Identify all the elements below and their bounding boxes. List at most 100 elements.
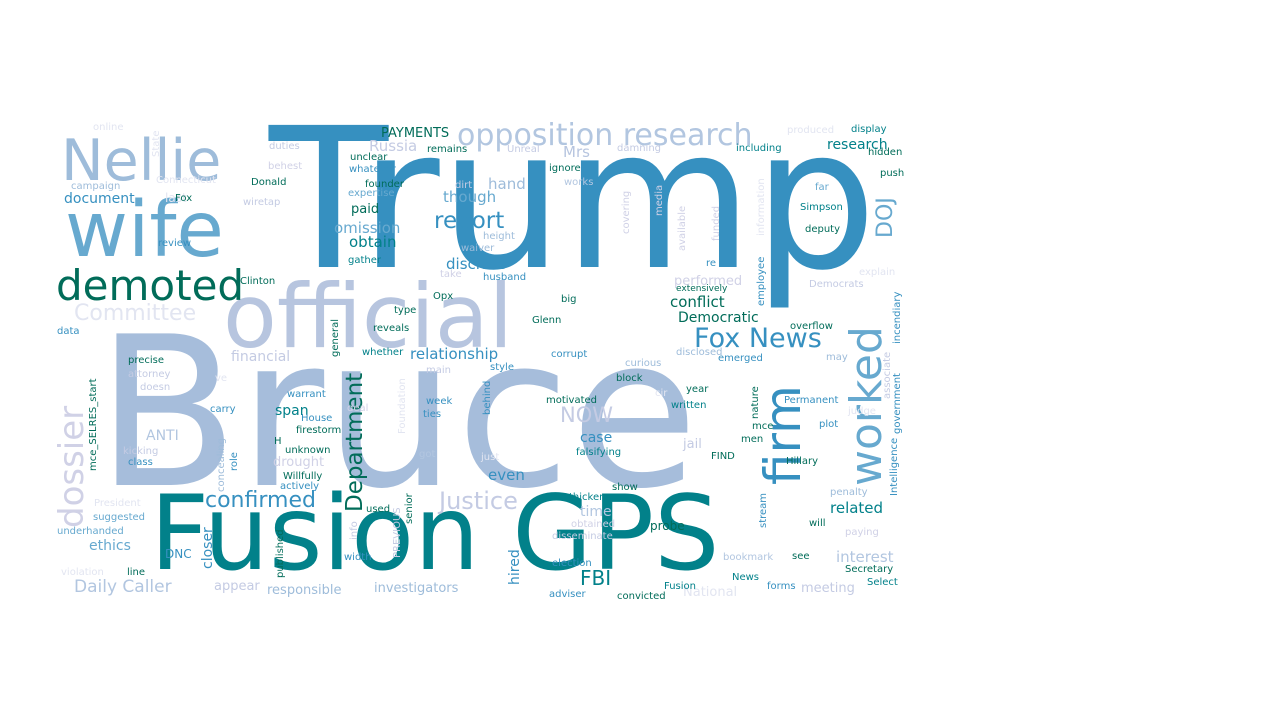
word-national: National: [683, 585, 738, 600]
word-house: House: [301, 413, 333, 424]
word-fbi: FBI: [580, 566, 612, 590]
word-year: year: [686, 384, 709, 395]
word-drought: drought: [273, 455, 325, 470]
word-wiretap: wiretap: [243, 197, 281, 208]
word-opx: Opx: [433, 291, 454, 302]
word-glenn: Glenn: [532, 315, 562, 326]
word-judge: judge: [848, 406, 876, 417]
word-fox-news: Fox News: [694, 323, 822, 354]
word-confirmed: confirmed: [205, 488, 316, 513]
word-precise: precise: [128, 355, 165, 366]
word-suggested: suggested: [93, 512, 146, 523]
word-explain: explain: [859, 267, 896, 278]
word-simpson: Simpson: [800, 202, 843, 213]
word-funded: funded: [711, 205, 722, 241]
word-push: push: [880, 168, 905, 179]
word-behind: behind: [482, 380, 493, 415]
word-president: President: [94, 498, 141, 509]
word-carry: carry: [210, 404, 236, 415]
word-payments: PAYMENTS: [381, 126, 450, 141]
word-disclosed: disclosed: [676, 347, 723, 358]
word-omission: omission: [334, 219, 401, 237]
word-ignore: ignore: [549, 163, 581, 174]
word-attorney: attorney: [128, 369, 171, 380]
word-find: FIND: [711, 451, 735, 462]
word-re: re: [706, 258, 717, 269]
word-conflict: conflict: [670, 293, 725, 311]
word-employee: employee: [756, 256, 767, 306]
word-relationship: relationship: [410, 345, 499, 363]
word-unclear: unclear: [350, 152, 388, 163]
word-extensively: extensively: [676, 284, 728, 294]
word-stream: stream: [758, 492, 769, 528]
word-convicted: convicted: [617, 591, 666, 602]
word-unreal: Unreal: [507, 144, 540, 155]
word-last: last: [165, 191, 187, 205]
word-block: block: [616, 373, 643, 384]
word-official: official: [223, 265, 514, 368]
word-media: media: [654, 184, 665, 216]
word-underhanded: underhanded: [57, 526, 124, 537]
word-disseminate: disseminate: [552, 531, 613, 542]
word-type: type: [394, 305, 417, 316]
word-hired: hired: [507, 549, 523, 585]
word-height: height: [483, 231, 515, 242]
word-interest: interest: [836, 548, 894, 566]
word-hand: hand: [488, 175, 526, 193]
word-report: report: [434, 208, 505, 234]
word-violation: violation: [61, 567, 104, 578]
word-though: though: [443, 188, 497, 206]
word-senior: senior: [404, 493, 415, 524]
word-bruce: Bruce: [96, 293, 699, 535]
word-financial: financial: [231, 349, 291, 365]
word-trump: Trump: [269, 108, 877, 313]
word-appear: appear: [214, 579, 260, 594]
word-donald: Donald: [251, 177, 287, 188]
word-kicking: kicking: [123, 446, 159, 457]
word-closer: closer: [200, 527, 216, 569]
word-paid: paid: [351, 202, 380, 217]
word-connecticut: Connecticut: [156, 175, 216, 186]
word-wife: wife: [65, 186, 224, 275]
word-info: info: [349, 521, 360, 540]
word-russia: Russia: [369, 137, 418, 155]
word-bookmark: bookmark: [723, 552, 774, 563]
word-see: see: [792, 551, 810, 562]
word-overflow: overflow: [790, 321, 833, 332]
word-research: research: [827, 137, 888, 153]
word-obtain: obtain: [349, 233, 397, 251]
word-incendiary: incendiary: [892, 291, 903, 344]
word-fusion-gps: Fusion GPS: [150, 474, 720, 594]
word-take: take: [440, 269, 462, 280]
word-corrupt: corrupt: [551, 349, 588, 360]
word-got: got: [419, 449, 436, 460]
word-department: Department: [342, 372, 368, 512]
word-week: week: [426, 396, 453, 407]
word-foundation: Foundation: [397, 378, 408, 434]
word-cir: cir: [655, 388, 668, 399]
word-main: main: [426, 365, 451, 376]
word-adviser: adviser: [549, 589, 586, 600]
word-role: role: [229, 452, 240, 471]
word-election: election: [552, 558, 592, 569]
word-thickens: thickens: [569, 492, 611, 503]
word-responsible: responsible: [267, 583, 342, 598]
word-opposition-research: opposition research: [457, 118, 753, 153]
word-available: available: [677, 205, 688, 251]
word-h: H: [274, 436, 282, 447]
word-fox: Fox: [175, 193, 193, 204]
word-motivated: motivated: [546, 395, 598, 406]
word-related: related: [830, 499, 884, 517]
word-review: review: [158, 238, 192, 249]
word-behest: behest: [268, 161, 303, 172]
word-mce-selres-start: mce_SELRES_start: [88, 378, 99, 471]
word-information: information: [756, 178, 767, 236]
word-curious: curious: [625, 358, 662, 369]
word-dossier: dossier: [55, 405, 92, 528]
word-demoted: demoted: [56, 261, 245, 310]
word-time: time: [580, 504, 612, 520]
word-concealing: concealing: [216, 438, 227, 492]
word-online: online: [93, 122, 124, 133]
word-ethics: ethics: [89, 538, 131, 554]
word-style: style: [490, 362, 514, 373]
